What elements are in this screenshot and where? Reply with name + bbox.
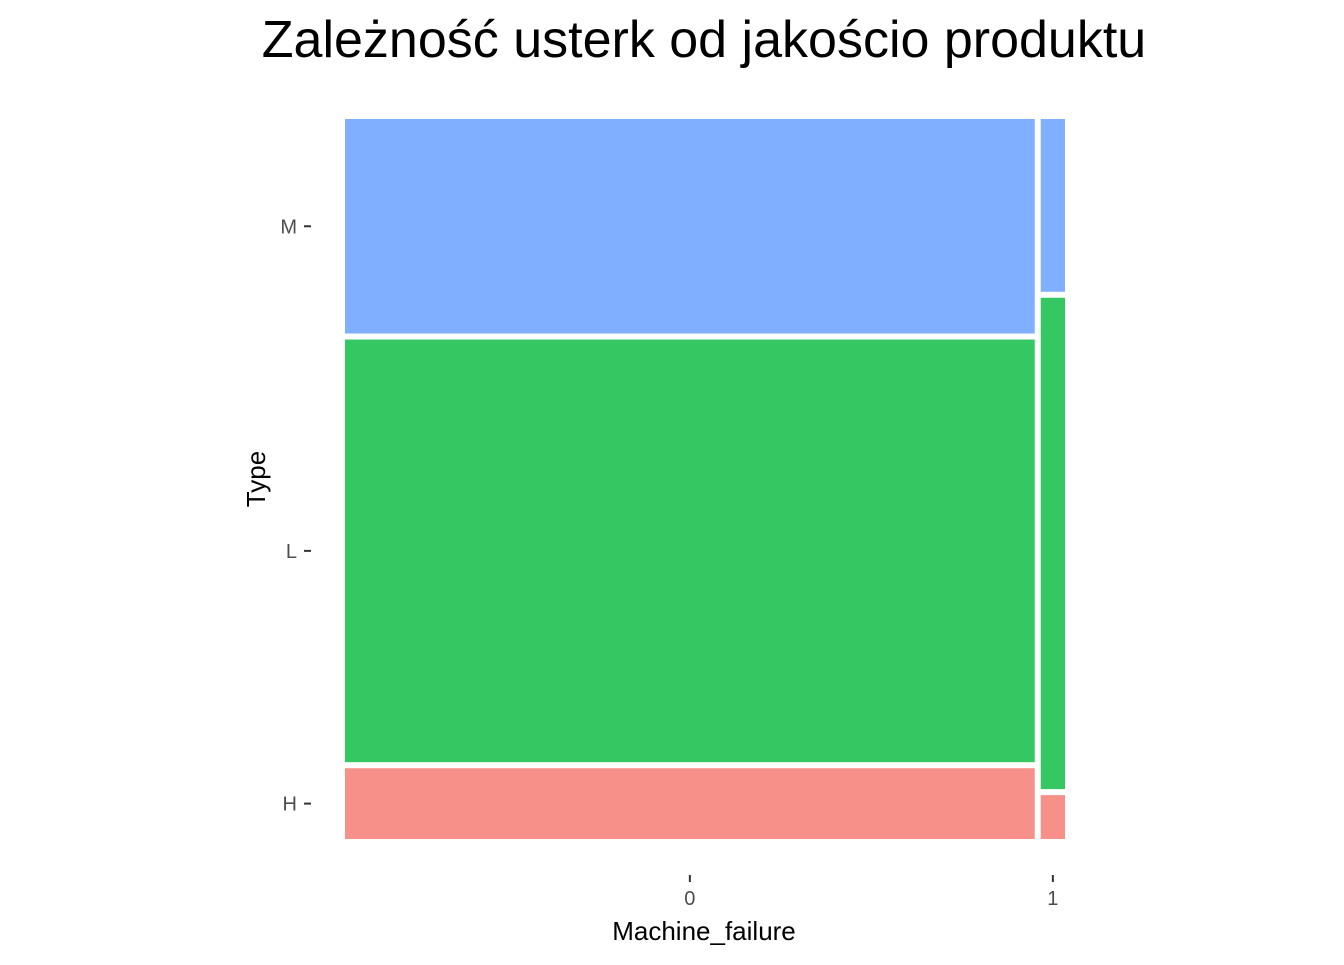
x-tick-label-1: 1 [1047, 888, 1058, 910]
y-tick-label-M: M [280, 216, 297, 238]
mosaic-cell-0-L [345, 339, 1035, 763]
mosaic-cell-0-H [345, 768, 1035, 839]
y-axis: H L M [280, 216, 311, 816]
y-axis-label: Type [241, 451, 271, 507]
y-tick-label-H: H [283, 794, 297, 816]
cells-layer [345, 119, 1065, 839]
mosaic-cell-1-M [1040, 119, 1065, 292]
mosaic-cell-1-H [1040, 795, 1065, 839]
mosaic-cell-0-M [345, 119, 1035, 334]
y-tick-label-L: L [286, 541, 297, 563]
chart-title: Zależność usterk od jakościo produktu [262, 11, 1146, 69]
x-tick-label-0: 0 [684, 888, 695, 910]
x-axis-label: Machine_failure [612, 916, 796, 946]
mosaic-cell-1-L [1040, 297, 1065, 790]
